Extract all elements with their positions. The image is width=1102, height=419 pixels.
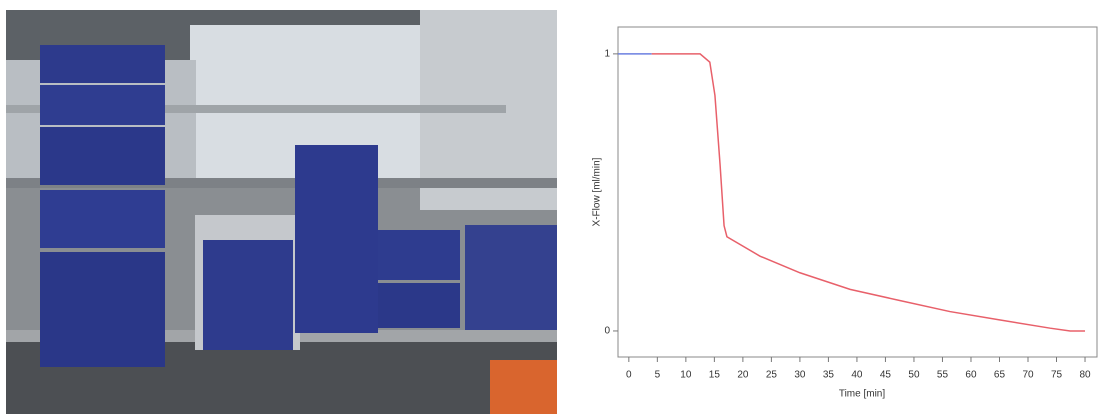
lab-photo — [6, 10, 557, 414]
x-tick-label: 25 — [766, 370, 778, 381]
x-tick-label: 60 — [965, 370, 977, 381]
x-tick-label: 15 — [709, 370, 721, 381]
x-tick-label: 45 — [880, 370, 892, 381]
x-tick-label: 30 — [794, 370, 806, 381]
x-tick-label: 70 — [1022, 370, 1034, 381]
x-axis-label: Time [min] — [839, 389, 886, 400]
x-tick-label: 65 — [994, 370, 1006, 381]
x-tick-label: 35 — [823, 370, 835, 381]
y-tick-label: 0 — [604, 326, 610, 337]
x-tick-label: 40 — [851, 370, 863, 381]
x-tick-label: 0 — [626, 370, 632, 381]
x-tick-label: 50 — [908, 370, 920, 381]
x-tick-label: 5 — [655, 370, 661, 381]
y-axis-label: X-Flow [ml/min] — [592, 157, 603, 226]
plot-frame — [617, 26, 1098, 358]
x-tick-label: 20 — [737, 370, 749, 381]
x-tick-label: 10 — [680, 370, 692, 381]
x-tick-label: 55 — [937, 370, 949, 381]
x-tick-label: 75 — [1051, 370, 1063, 381]
y-tick-label: 1 — [604, 49, 610, 60]
x-tick-label: 80 — [1079, 370, 1091, 381]
line — [651, 53, 1086, 332]
